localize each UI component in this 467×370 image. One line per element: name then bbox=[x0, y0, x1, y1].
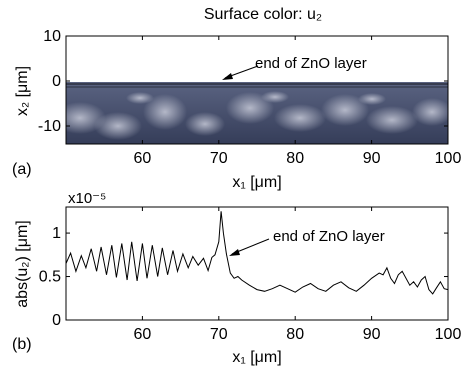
panel-b-label: (b) bbox=[12, 336, 32, 353]
field-highlight bbox=[126, 92, 154, 104]
panel-a-frame bbox=[65, 35, 449, 145]
panel-a-ytick-label: 10 bbox=[43, 28, 61, 45]
field-highlight bbox=[226, 92, 274, 124]
panel-a-xtick-label: 60 bbox=[134, 150, 152, 167]
panel-b-xtick-label: 90 bbox=[363, 326, 381, 343]
panel-b-xtick-label: 80 bbox=[286, 326, 304, 343]
panel-a-xlabel: x₁ [μm] bbox=[232, 174, 281, 191]
panel-b: 60 70 80 90 100 0 0.5 1 x10⁻⁵ (b) x₁ [μm] abs(u… bbox=[12, 190, 461, 366]
panel-b-annotation-arrowhead bbox=[229, 249, 240, 256]
field-highlight bbox=[274, 104, 326, 132]
panel-a-annotation: end of ZnO layer bbox=[255, 55, 367, 72]
panel-b-annotation: end of ZnO layer bbox=[273, 228, 385, 245]
panel-b-ytick-label: 1 bbox=[52, 225, 61, 242]
panel-a-ylabel: x₂ [μm] bbox=[14, 66, 31, 116]
field-highlight bbox=[185, 112, 225, 136]
field-highlight bbox=[366, 106, 418, 134]
surface-color-field bbox=[66, 76, 448, 144]
panel-a-xtick-label: 100 bbox=[435, 150, 462, 167]
field-highlight bbox=[321, 94, 369, 126]
panel-a-ytick-label: 0 bbox=[52, 73, 61, 90]
panel-a-label: (a) bbox=[12, 161, 32, 178]
field-highlight bbox=[358, 93, 386, 105]
panel-b-ylabel: abs(u₂) [μm] bbox=[14, 220, 31, 307]
panel-b-xtick-label: 60 bbox=[134, 326, 152, 343]
panel-a-xtick-label: 90 bbox=[363, 150, 381, 167]
panel-b-ytick-label: 0.5 bbox=[39, 269, 61, 286]
field-highlight bbox=[143, 94, 187, 130]
panel-a-xtick-label: 80 bbox=[286, 150, 304, 167]
panel-b-frame bbox=[65, 206, 449, 321]
panel-b-xtick-label: 70 bbox=[210, 326, 228, 343]
field-highlight bbox=[412, 98, 448, 126]
panel-b-xtick-label: 100 bbox=[435, 326, 462, 343]
panel-b-scale-label: x10⁻⁵ bbox=[68, 190, 106, 207]
field-highlight bbox=[261, 91, 289, 103]
field-highlight bbox=[94, 112, 142, 140]
panel-b-xlabel: x₁ [μm] bbox=[232, 349, 281, 366]
panel-b-ytick-label: 0 bbox=[52, 312, 61, 329]
panel-a-title: Surface color: u₂ bbox=[204, 6, 322, 23]
zno-layer bbox=[66, 76, 219, 81]
panel-a-ytick-label: -10 bbox=[38, 118, 61, 135]
panel-a-annotation-arrowhead bbox=[222, 73, 233, 80]
series-abs-u2-line bbox=[65, 211, 449, 295]
panel-a-xtick-label: 70 bbox=[210, 150, 228, 167]
